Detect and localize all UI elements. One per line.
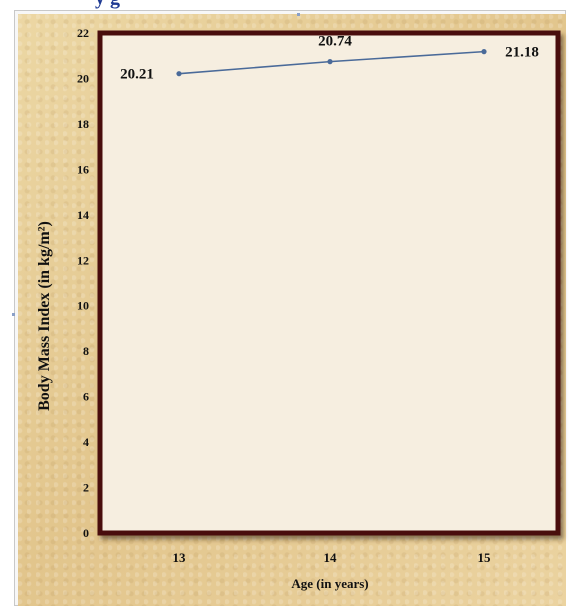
y-tick-label: 10 [77, 299, 89, 313]
y-tick-label: 0 [83, 526, 89, 540]
y-tick-label: 14 [77, 208, 89, 222]
x-axis: 13 14 15 [173, 550, 492, 565]
data-label: 20.74 [318, 34, 352, 50]
y-tick-label: 20 [77, 71, 89, 85]
data-label: 20.21 [120, 67, 154, 83]
x-tick-label: 13 [173, 550, 187, 565]
y-tick-label: 12 [77, 253, 89, 267]
y-tick-label: 22 [77, 26, 89, 40]
resize-handle-left[interactable] [12, 313, 15, 316]
data-point [176, 71, 182, 77]
data-point [481, 49, 487, 55]
x-tick-label: 15 [478, 550, 492, 565]
y-tick-label: 4 [83, 435, 89, 449]
chart-title-fragment: y g [95, 0, 120, 10]
x-tick-label: 14 [324, 550, 338, 565]
y-tick-label: 6 [83, 390, 89, 404]
y-tick-label: 16 [77, 162, 89, 176]
plot-area [97, 30, 561, 536]
y-tick-label: 8 [83, 344, 89, 358]
data-label: 21.18 [505, 45, 539, 61]
y-tick-label: 2 [83, 481, 89, 495]
x-axis-label: Age (in years) [291, 576, 368, 591]
series-bmi: 20.21 20.74 21.18 [120, 34, 539, 83]
resize-handle-top[interactable] [297, 13, 300, 16]
data-point [327, 59, 333, 65]
y-tick-label: 18 [77, 117, 89, 131]
y-axis-label: Body Mass Index (in kg/m²) [36, 221, 53, 411]
y-axis: 0 2 4 6 8 10 12 14 16 18 20 22 [77, 26, 89, 540]
